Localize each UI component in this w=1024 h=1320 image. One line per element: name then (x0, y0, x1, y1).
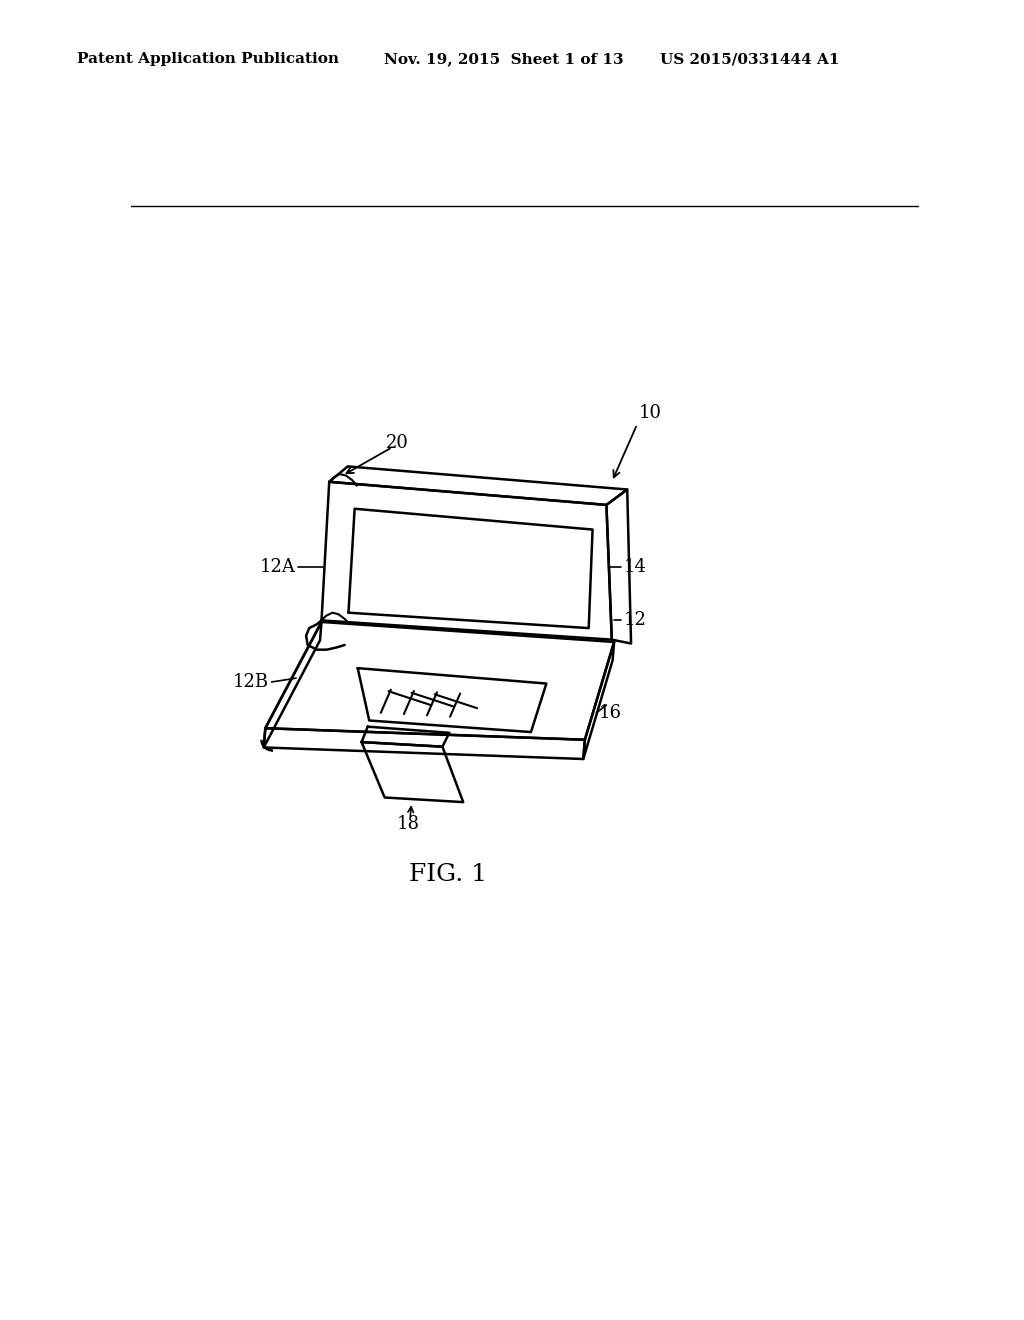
Text: 20: 20 (386, 434, 409, 453)
Text: 12: 12 (624, 611, 646, 630)
Text: 10: 10 (639, 404, 662, 421)
Text: 12B: 12B (233, 673, 269, 690)
Text: Patent Application Publication: Patent Application Publication (77, 53, 339, 66)
Text: 18: 18 (396, 816, 419, 833)
Text: FIG. 1: FIG. 1 (409, 863, 486, 886)
Text: 16: 16 (599, 704, 622, 722)
Text: US 2015/0331444 A1: US 2015/0331444 A1 (660, 53, 840, 66)
Text: 12A: 12A (260, 557, 296, 576)
Text: 14: 14 (624, 557, 646, 576)
Text: Nov. 19, 2015  Sheet 1 of 13: Nov. 19, 2015 Sheet 1 of 13 (384, 53, 624, 66)
